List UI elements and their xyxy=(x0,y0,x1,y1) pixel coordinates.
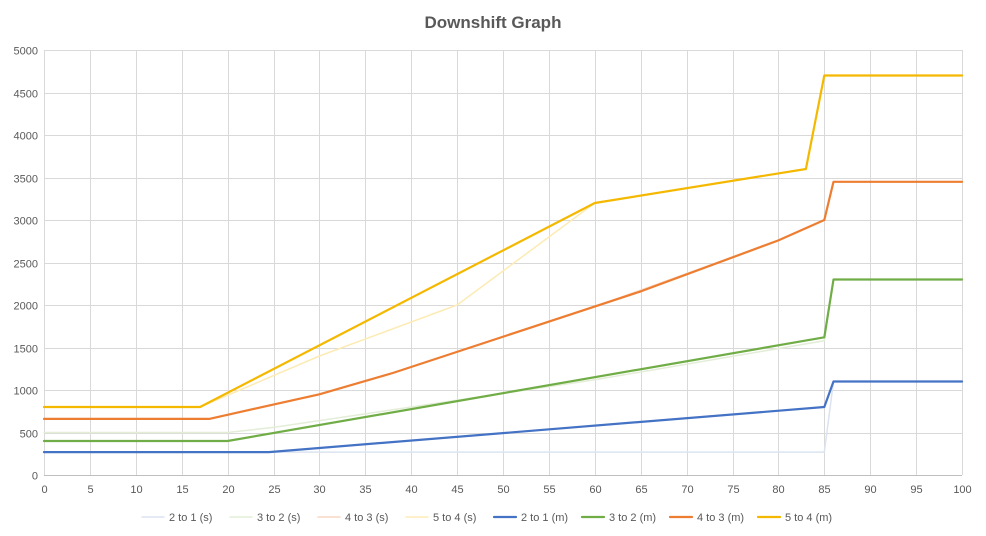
x-tick-labels: 0 5 10 15 20 25 30 35 40 45 50 55 60 65 70 75 80 85 90 95 10… xyxy=(41,484,971,496)
legend-item: 5 to 4 (s) xyxy=(405,512,476,524)
x-tick-label: 20 xyxy=(222,484,234,496)
x-tick-label: 60 xyxy=(589,484,601,496)
chart-title: Downshift Graph xyxy=(425,13,562,32)
y-tick-label: 500 xyxy=(20,429,38,441)
x-tick-label: 95 xyxy=(910,484,922,496)
y-tick-label: 3500 xyxy=(14,174,38,186)
y-tick-label: 2500 xyxy=(14,259,38,271)
y-tick-label: 0 xyxy=(32,471,38,483)
x-tick-label: 50 xyxy=(497,484,509,496)
legend-label: 3 to 2 (s) xyxy=(257,512,300,524)
x-tick-label: 90 xyxy=(864,484,876,496)
legend-item: 2 to 1 (m) xyxy=(492,512,568,524)
y-tick-label: 4000 xyxy=(14,131,38,143)
x-tick-label: 55 xyxy=(543,484,555,496)
x-tick-label: 100 xyxy=(953,484,971,496)
legend-label: 3 to 2 (m) xyxy=(609,512,656,524)
legend-item: 4 to 3 (s) xyxy=(317,512,388,524)
y-tick-label: 1000 xyxy=(14,386,38,398)
x-tick-label: 5 xyxy=(87,484,93,496)
x-tick-label: 10 xyxy=(130,484,142,496)
y-tick-label: 4500 xyxy=(14,89,38,101)
x-tick-label: 80 xyxy=(772,484,784,496)
legend: 2 to 1 (s) 3 to 2 (s) 4 to 3 (s) 5 to 4 (s)… xyxy=(141,512,832,524)
x-tick-label: 85 xyxy=(818,484,830,496)
series-line-2-to-1-m xyxy=(42,380,964,454)
series-line-4-to-3-m xyxy=(42,180,964,420)
x-tick-label: 25 xyxy=(268,484,280,496)
x-tick-label: 75 xyxy=(727,484,739,496)
y-tick-label: 5000 xyxy=(14,46,38,58)
series-line-5-to-4-m xyxy=(42,74,964,409)
series-line-3-to-2-m xyxy=(42,278,964,443)
legend-label: 4 to 3 (s) xyxy=(345,512,388,524)
grid-layer xyxy=(44,50,963,475)
legend-item: 3 to 2 (s) xyxy=(229,512,300,524)
legend-item: 2 to 1 (s) xyxy=(141,512,212,524)
legend-label: 5 to 4 (m) xyxy=(785,512,832,524)
legend-label: 5 to 4 (s) xyxy=(433,512,476,524)
x-tick-label: 15 xyxy=(176,484,188,496)
legend-label: 2 to 1 (m) xyxy=(521,512,568,524)
x-tick-label: 70 xyxy=(681,484,693,496)
legend-item: 4 to 3 (m) xyxy=(668,512,744,524)
y-tick-labels: 0 500 1000 1500 2000 2500 3000 3500 4000 4500 5000 xyxy=(14,46,38,483)
x-tick-label: 65 xyxy=(635,484,647,496)
x-tick-label: 45 xyxy=(451,484,463,496)
x-tick-label: 35 xyxy=(359,484,371,496)
legend-item: 3 to 2 (m) xyxy=(580,512,656,524)
x-tick-label: 30 xyxy=(313,484,325,496)
legend-label: 2 to 1 (s) xyxy=(169,512,212,524)
y-tick-label: 3000 xyxy=(14,216,38,228)
legend-label: 4 to 3 (m) xyxy=(697,512,744,524)
y-tick-label: 1500 xyxy=(14,344,38,356)
x-tick-label: 0 xyxy=(41,484,47,496)
y-tick-label: 2000 xyxy=(14,301,38,313)
legend-item: 5 to 4 (m) xyxy=(756,512,832,524)
x-tick-label: 40 xyxy=(405,484,417,496)
series-layer xyxy=(42,74,964,454)
